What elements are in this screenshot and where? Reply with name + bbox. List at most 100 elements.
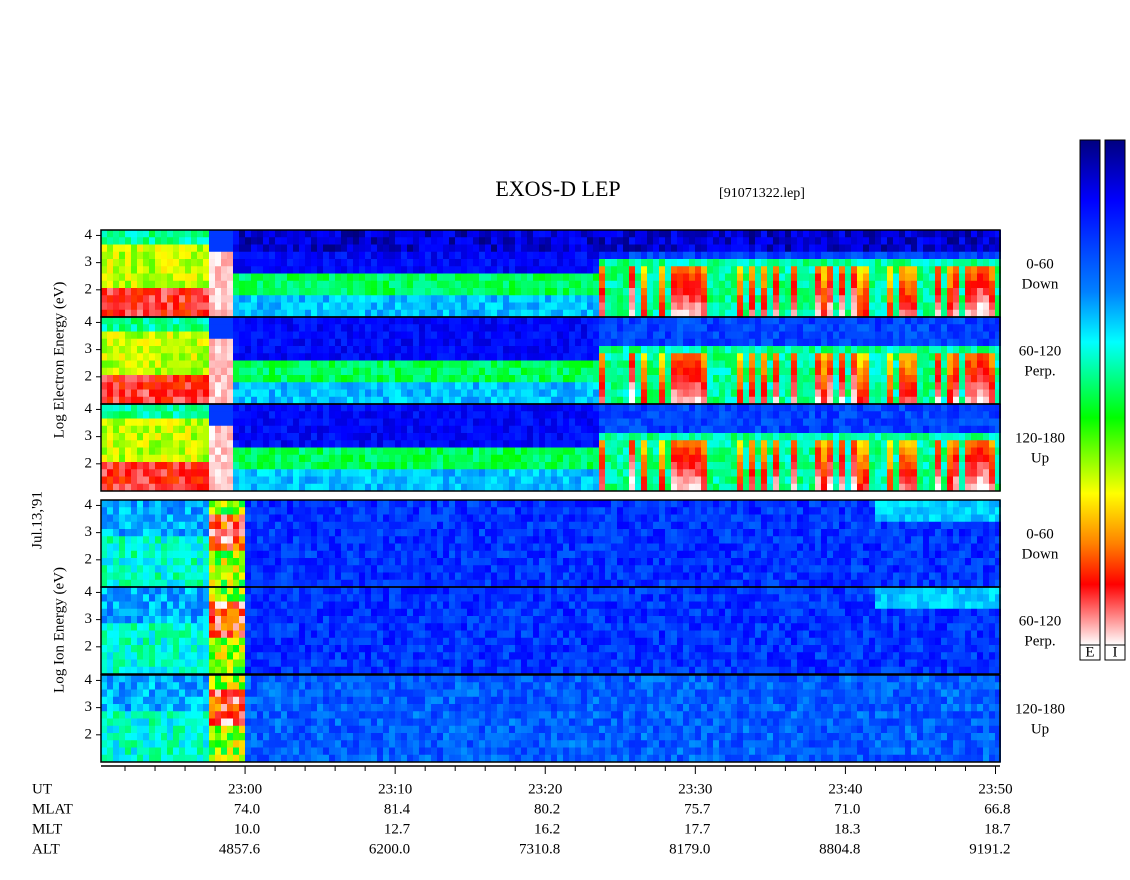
spectrogram-cell xyxy=(377,346,383,354)
spectrogram-cell xyxy=(623,411,629,419)
spectrogram-cell xyxy=(365,266,371,274)
spectrogram-cell xyxy=(497,317,503,325)
spectrogram-cell xyxy=(551,447,557,456)
spectrogram-cell xyxy=(671,295,677,303)
spectrogram-cell xyxy=(137,360,143,369)
spectrogram-cell xyxy=(245,483,251,492)
spectrogram-cell xyxy=(587,367,593,376)
spectrogram-cell xyxy=(389,440,395,448)
spectrogram-cell xyxy=(329,331,335,340)
spectrogram-cell xyxy=(617,317,623,325)
spectrogram-cell xyxy=(251,462,257,470)
spectrogram-cell xyxy=(467,411,473,419)
spectrogram-cell xyxy=(113,375,119,383)
spectrogram-cell xyxy=(347,382,353,390)
spectrogram-cell xyxy=(401,404,407,412)
spectrogram-cell xyxy=(365,237,371,245)
spectrogram-cell xyxy=(683,259,689,267)
spectrogram-cell xyxy=(461,418,467,427)
spectrogram-cell xyxy=(305,454,311,463)
spectrogram-cell xyxy=(455,295,461,303)
spectrogram-cell xyxy=(545,483,551,492)
spectrogram-cell xyxy=(647,360,653,369)
spectrogram-cell xyxy=(869,382,875,390)
spectrogram-cell xyxy=(557,324,563,332)
spectrogram-cell xyxy=(953,288,959,296)
spectrogram-cell xyxy=(401,302,407,311)
spectrogram-cell xyxy=(569,237,575,245)
spectrogram-cell xyxy=(437,425,443,434)
spectrogram-cell xyxy=(527,302,533,311)
spectrogram-cell xyxy=(407,237,413,245)
spectrogram-cell xyxy=(431,382,437,390)
spectrogram-cell xyxy=(425,280,431,289)
spectrogram-cell xyxy=(233,324,239,332)
spectrogram-cell xyxy=(407,411,413,419)
spectrogram-cell xyxy=(743,280,749,289)
spectrogram-cell xyxy=(665,295,671,303)
spectrogram-cell xyxy=(791,295,797,303)
spectrogram-cell xyxy=(449,396,455,405)
spectrogram-cell xyxy=(605,476,611,485)
spectrogram-cell xyxy=(557,462,563,470)
spectrogram-cell xyxy=(557,353,563,361)
spectrogram-cell xyxy=(881,230,887,238)
spectrogram-cell xyxy=(725,476,731,485)
spectrogram-cell xyxy=(941,317,947,325)
spectrogram-cell xyxy=(635,302,641,311)
spectrogram-cell xyxy=(245,266,251,274)
spectrogram-cell xyxy=(935,338,941,347)
spectrogram-cell xyxy=(275,396,281,405)
spectrogram-cell xyxy=(101,324,107,332)
spectrogram-cell xyxy=(485,259,491,267)
spectrogram-cell xyxy=(179,302,185,311)
spectrogram-cell xyxy=(677,338,683,347)
spectrogram-cell xyxy=(281,353,287,361)
spectrogram-cell xyxy=(179,295,185,303)
spectrogram-cell xyxy=(341,483,347,492)
spectrogram-cell xyxy=(911,295,917,303)
spectrogram-cell xyxy=(575,389,581,398)
spectrogram-cell xyxy=(215,462,221,470)
spectrogram-cell xyxy=(149,288,155,296)
spectrogram-cell xyxy=(803,360,809,369)
spectrogram-cell xyxy=(227,346,233,354)
spectrogram-cell xyxy=(761,288,767,296)
spectrogram-cell xyxy=(941,382,947,390)
spectrogram-cell xyxy=(521,273,527,282)
spectrogram-cell xyxy=(611,338,617,347)
spectrogram-cell xyxy=(821,244,827,253)
spectrogram-cell xyxy=(995,317,1001,325)
spectrogram-cell xyxy=(599,425,605,434)
spectrogram-cell xyxy=(593,338,599,347)
spectrogram-cell xyxy=(761,367,767,376)
spectrogram-cell xyxy=(971,360,977,369)
spectrogram-cell xyxy=(569,389,575,398)
spectrogram-cell xyxy=(701,230,707,238)
spectrogram-cell xyxy=(923,389,929,398)
spectrogram-cell xyxy=(401,288,407,296)
spectrogram-cell xyxy=(611,462,617,470)
spectrogram-cell xyxy=(389,353,395,361)
spectrogram-cell xyxy=(989,302,995,311)
spectrogram-cell xyxy=(365,251,371,260)
spectrogram-cell xyxy=(353,483,359,492)
spectrogram-cell xyxy=(281,251,287,260)
spectrogram-cell xyxy=(863,389,869,398)
spectrogram-cell xyxy=(491,259,497,267)
spectrogram-cell xyxy=(503,404,509,412)
spectrogram-cell xyxy=(389,389,395,398)
spectrogram-cell xyxy=(971,353,977,361)
spectrogram-cell xyxy=(299,346,305,354)
spectrogram-cell xyxy=(293,411,299,419)
spectrogram-cell xyxy=(929,389,935,398)
spectrogram-cell xyxy=(509,259,515,267)
spectrogram-cell xyxy=(935,396,941,405)
spectrogram-cell xyxy=(755,251,761,260)
spectrogram-cell xyxy=(407,266,413,274)
spectrogram-cell xyxy=(179,389,185,398)
spectrogram-cell xyxy=(107,237,113,245)
spectrogram-cell xyxy=(437,469,443,477)
spectrogram-cell xyxy=(449,324,455,332)
spectrogram-cell xyxy=(701,295,707,303)
